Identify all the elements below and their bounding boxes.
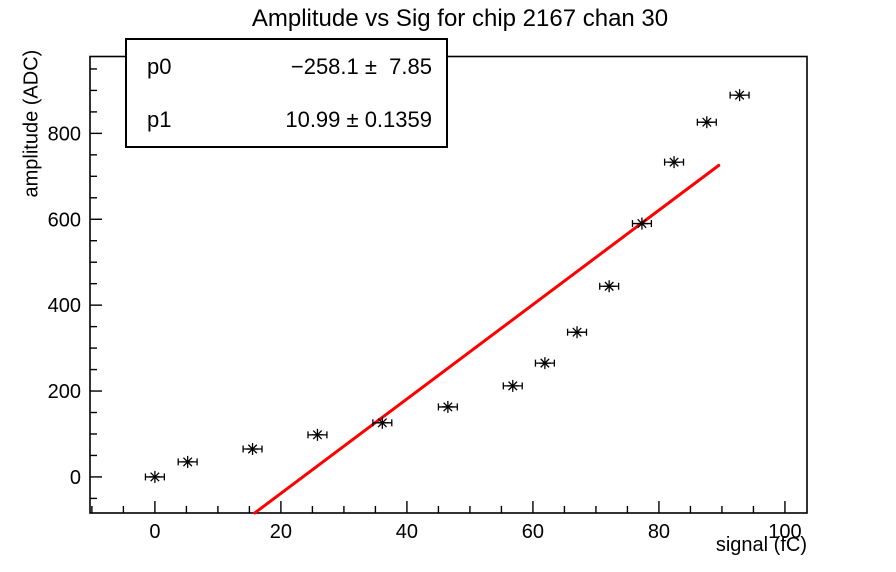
- y-axis-title: amplitude (ADC): [20, 49, 43, 198]
- data-point-stroke: [377, 418, 388, 428]
- data-point: [631, 217, 653, 230]
- data-point-stroke: [604, 281, 614, 291]
- param-p0-name: p0: [147, 53, 172, 79]
- data-point-stroke: [540, 358, 550, 368]
- param-p1-value: 10.99 ± 0.1359: [285, 106, 432, 132]
- data-point: [437, 400, 458, 413]
- y-tick-label: 0: [70, 467, 81, 489]
- x-tick-label: 60: [522, 521, 544, 543]
- data-point: [663, 156, 685, 169]
- data-point: [729, 89, 750, 102]
- y-tick-label: 400: [48, 295, 81, 317]
- data-point: [502, 379, 523, 392]
- data-point-stroke: [150, 472, 160, 482]
- param-p1-name: p1: [147, 106, 172, 132]
- data-point: [242, 443, 263, 456]
- plot-title: Amplitude vs Sig for chip 2167 chan 30: [251, 5, 669, 32]
- data-point: [534, 357, 555, 370]
- data-point-stroke: [669, 157, 679, 167]
- plot-frame: [89, 55, 808, 514]
- data-point-stroke: [182, 457, 193, 467]
- data-point-stroke: [734, 90, 745, 100]
- x-axis-title: signal (fC): [715, 534, 807, 556]
- fit-line: [253, 163, 721, 515]
- data-point-stroke: [508, 381, 518, 391]
- y-tick-label: 200: [48, 381, 81, 403]
- x-tick-label: 80: [648, 521, 670, 543]
- data-point: [307, 428, 328, 441]
- fit-stats-box: p0 −258.1 ± 7.85 p1 10.99 ± 0.1359: [125, 38, 448, 148]
- data-point: [599, 280, 620, 293]
- data-point: [696, 116, 717, 129]
- x-tick-label: 100: [768, 521, 801, 543]
- data-point-stroke: [572, 327, 582, 337]
- data-point: [177, 455, 198, 468]
- data-point: [372, 416, 393, 429]
- stats-row-p1: p1 10.99 ± 0.1359: [127, 107, 446, 133]
- x-tick-label: 0: [149, 521, 160, 543]
- data-point: [566, 326, 588, 339]
- data-point: [144, 470, 165, 483]
- data-point-stroke: [443, 402, 453, 412]
- stats-row-p0: p0 −258.1 ± 7.85: [127, 54, 446, 80]
- x-tick-label: 40: [396, 521, 418, 543]
- x-tick-label: 20: [270, 521, 292, 543]
- y-tick-label: 600: [48, 209, 81, 231]
- y-tick-label: 800: [48, 123, 81, 145]
- data-point-stroke: [247, 444, 258, 454]
- data-point-stroke: [702, 117, 712, 127]
- param-p0-value: −258.1 ± 7.85: [290, 53, 432, 79]
- data-point-stroke: [637, 218, 647, 229]
- data-point-stroke: [312, 430, 323, 440]
